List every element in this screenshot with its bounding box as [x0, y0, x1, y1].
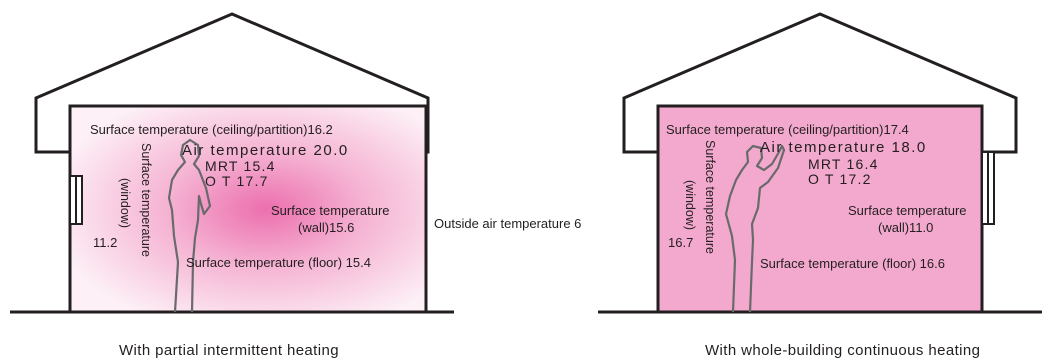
caption-partial-heating: With partial intermittent heating	[119, 342, 339, 359]
operative-temperature-label: O T 17.7	[205, 173, 269, 189]
floor-surface-temp-label: Surface temperature (floor) 16.6	[760, 256, 945, 271]
ceiling-surface-temp-label: Surface temperature (ceiling/partition)1…	[666, 122, 909, 137]
wall-surface-temp-value: (wall)15.6	[298, 220, 355, 235]
mrt-label: MRT 15.4	[205, 158, 276, 174]
ceiling-surface-temp-label: Surface temperature (ceiling/partition)1…	[90, 122, 333, 137]
window-surface-temp-sub: (window)	[683, 180, 697, 231]
wall-surface-temp-label: Surface temperature	[848, 203, 967, 218]
window-surface-temp-value: 11.2	[93, 235, 118, 250]
room-partial-heating	[68, 104, 428, 314]
window	[981, 151, 995, 225]
house-continuous-heating	[598, 12, 1042, 314]
air-temperature-label: Air temperature 20.0	[182, 142, 349, 159]
floor-surface-temp-label: Surface temperature (floor) 15.4	[186, 255, 371, 270]
mrt-label: MRT 16.4	[808, 156, 879, 172]
caption-continuous-heating: With whole-building continuous heating	[705, 342, 981, 359]
window-surface-temp-label: Surface temperature	[139, 143, 153, 257]
window	[69, 175, 83, 225]
air-temperature-label: Air temperature 18.0	[760, 139, 927, 156]
wall-surface-temp-value: (wall)11.0	[878, 220, 934, 235]
window-surface-temp-sub: (window)	[118, 178, 132, 229]
room-continuous-heating	[656, 104, 984, 314]
operative-temperature-label: O T 17.2	[808, 171, 872, 187]
house-partial-heating	[10, 12, 454, 314]
waving-person-figure	[724, 144, 786, 313]
window-surface-temp-label: Surface temperature	[703, 140, 717, 254]
outside-air-temperature-label: Outside air temperature 6	[434, 216, 582, 231]
wall-surface-temp-label: Surface temperature	[271, 203, 390, 218]
standing-person-figure	[167, 138, 212, 313]
window-surface-temp-value: 16.7	[668, 235, 694, 250]
